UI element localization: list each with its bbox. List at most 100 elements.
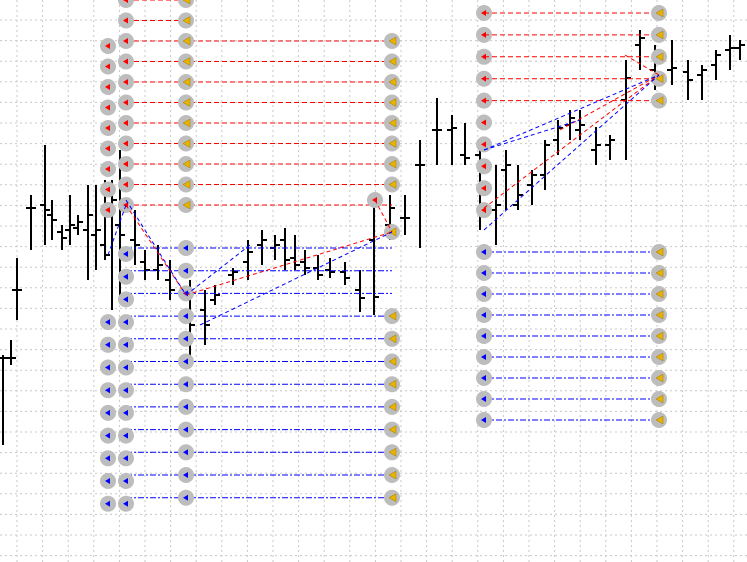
open-arrow — [183, 426, 188, 433]
open-arrow — [105, 166, 110, 172]
open-arrow — [123, 181, 128, 188]
close-arrow — [182, 139, 191, 148]
open-arrow — [105, 104, 110, 111]
close-arrow — [655, 289, 664, 299]
open-arrow — [105, 43, 110, 49]
close-arrow — [182, 159, 191, 169]
close-arrow — [388, 470, 397, 480]
close-arrow — [182, 36, 191, 46]
open-arrow — [481, 375, 486, 381]
open-arrow — [183, 313, 188, 320]
open-arrow — [123, 99, 128, 106]
open-arrow — [105, 63, 110, 70]
open-arrow — [481, 31, 486, 38]
open-arrow — [123, 478, 128, 484]
open-arrow — [123, 341, 128, 348]
open-arrow — [481, 312, 486, 318]
open-arrow — [123, 79, 128, 85]
open-arrow — [481, 75, 486, 82]
trade-connector — [374, 199, 393, 233]
open-arrow — [183, 403, 188, 410]
open-arrow — [183, 358, 188, 365]
close-arrow — [388, 98, 397, 107]
close-arrow — [182, 77, 191, 87]
close-arrow — [182, 200, 191, 210]
close-arrow — [655, 30, 664, 40]
close-arrow — [182, 180, 191, 189]
close-arrow — [388, 36, 397, 46]
open-arrow — [183, 472, 188, 478]
open-arrow — [481, 119, 486, 126]
open-arrow — [183, 267, 188, 274]
open-arrow — [183, 449, 188, 456]
close-arrow — [182, 16, 191, 25]
open-arrow — [105, 455, 110, 462]
open-arrow — [481, 10, 486, 16]
close-arrow — [655, 8, 664, 18]
open-arrow — [123, 140, 128, 147]
trade-connector — [483, 74, 660, 209]
close-arrow — [655, 96, 664, 106]
trade-connector — [483, 74, 660, 231]
close-arrow — [388, 180, 397, 189]
open-arrow — [123, 251, 128, 257]
open-arrow — [183, 494, 188, 501]
open-arrow — [481, 417, 486, 423]
open-arrow — [123, 432, 128, 439]
close-arrow — [388, 159, 397, 169]
trade-marker-bg — [118, 0, 134, 8]
close-arrow — [388, 227, 397, 237]
close-arrow — [655, 373, 664, 383]
open-arrow — [183, 245, 188, 251]
open-arrow — [105, 319, 110, 326]
close-arrow — [655, 352, 664, 362]
open-arrow — [481, 291, 486, 297]
open-arrow — [481, 141, 486, 148]
open-arrow — [123, 0, 128, 3]
open-arrow — [123, 273, 128, 280]
close-arrow — [182, 98, 191, 107]
open-arrow — [123, 58, 128, 65]
open-arrow — [105, 364, 110, 371]
open-arrow — [481, 354, 486, 360]
close-arrow — [655, 394, 664, 404]
close-arrow — [388, 425, 397, 435]
open-arrow — [481, 333, 486, 339]
close-arrow — [388, 118, 397, 128]
close-arrow — [388, 357, 397, 366]
close-arrow — [388, 334, 397, 344]
trade-connector — [107, 204, 127, 256]
close-arrow — [182, 118, 191, 128]
open-arrow — [105, 145, 110, 152]
open-arrow — [481, 270, 486, 276]
close-arrow — [388, 57, 397, 66]
trade-connector — [199, 231, 393, 326]
open-arrow — [183, 335, 188, 342]
close-arrow — [655, 331, 664, 341]
close-arrow — [388, 77, 397, 87]
open-arrow — [123, 161, 128, 167]
close-arrow — [655, 74, 664, 84]
open-arrow — [105, 500, 110, 507]
open-arrow — [481, 249, 486, 255]
open-arrow — [105, 409, 110, 416]
trade-connector — [125, 199, 187, 296]
open-arrow — [105, 341, 110, 348]
close-arrow — [388, 447, 397, 457]
close-arrow — [388, 402, 397, 412]
open-arrow — [105, 387, 110, 394]
open-arrow — [123, 500, 128, 507]
open-arrow — [105, 125, 110, 131]
open-arrow — [123, 17, 128, 24]
open-arrow — [481, 207, 486, 214]
open-arrow — [123, 296, 128, 303]
trade-connector — [483, 74, 660, 151]
open-arrow — [481, 396, 486, 402]
trade-connector — [483, 119, 581, 151]
open-arrow — [105, 84, 110, 90]
close-arrow — [388, 311, 397, 321]
close-arrow — [655, 310, 664, 320]
close-arrow — [655, 247, 664, 257]
